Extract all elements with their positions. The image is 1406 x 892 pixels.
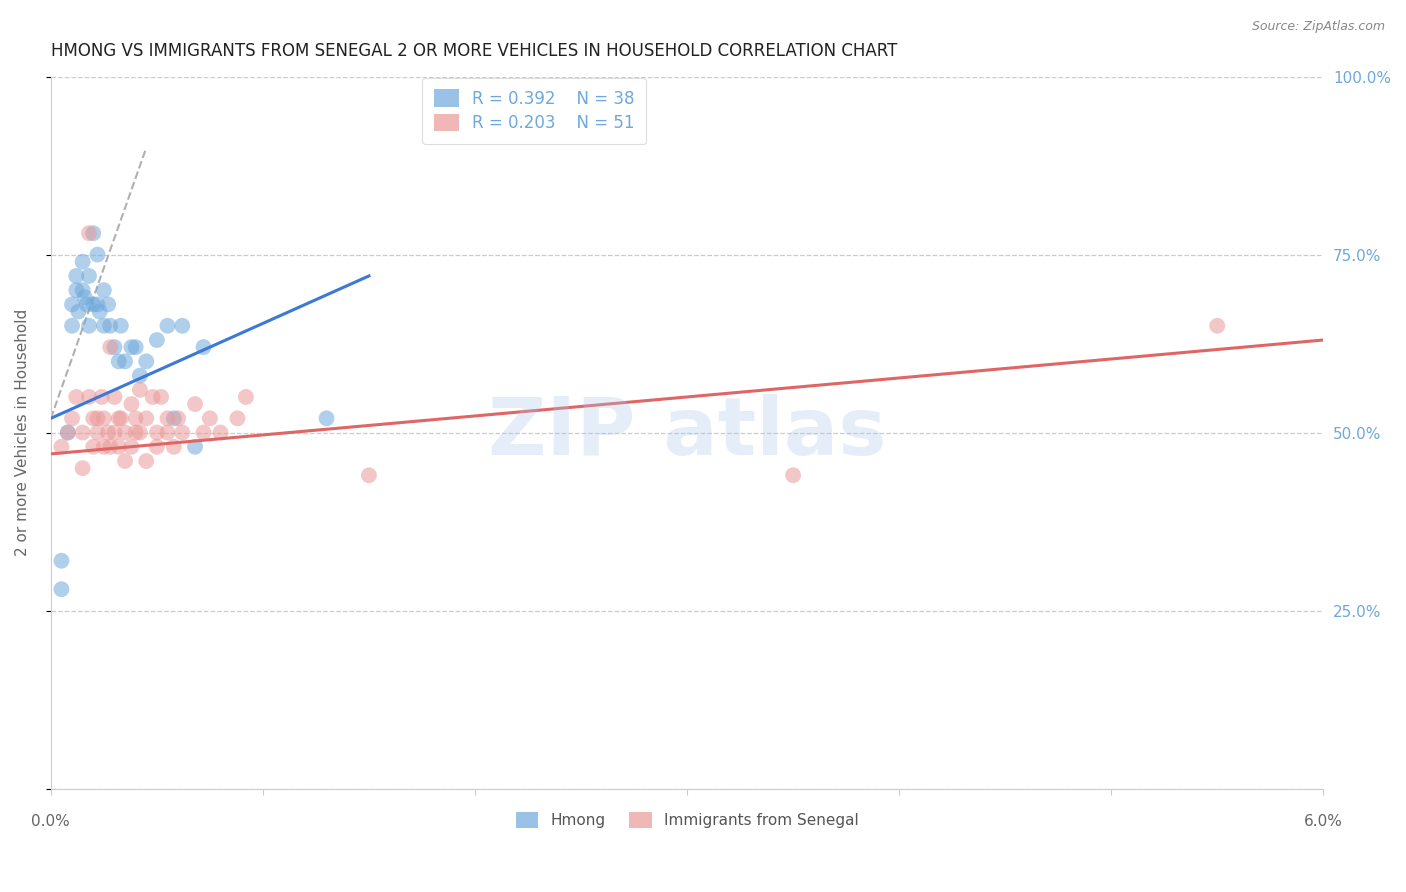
Text: 0.0%: 0.0%	[31, 814, 70, 829]
Point	[98, 340, 121, 354]
Y-axis label: 2 or more Vehicles in Household: 2 or more Vehicles in Household	[15, 309, 30, 557]
Point	[235, 390, 257, 404]
Text: HMONG VS IMMIGRANTS FROM SENEGAL 2 OR MORE VEHICLES IN HOUSEHOLD CORRELATION CHA: HMONG VS IMMIGRANTS FROM SENEGAL 2 OR MO…	[51, 42, 897, 60]
Point	[120, 397, 142, 411]
Point	[193, 340, 215, 354]
Point	[110, 318, 132, 333]
Point	[135, 354, 157, 368]
Point	[114, 454, 136, 468]
Point	[73, 290, 96, 304]
Point	[76, 297, 98, 311]
Point	[146, 333, 169, 347]
Point	[90, 390, 112, 404]
Point	[193, 425, 215, 440]
Point	[86, 247, 108, 261]
Point	[167, 411, 190, 425]
Text: ZIP atlas: ZIP atlas	[488, 393, 886, 472]
Point	[135, 411, 157, 425]
Point	[65, 390, 87, 404]
Point	[60, 411, 83, 425]
Point	[56, 425, 79, 440]
Point	[1206, 318, 1229, 333]
Point	[97, 425, 120, 440]
Point	[146, 425, 169, 440]
Point	[72, 461, 94, 475]
Point	[93, 411, 115, 425]
Point	[98, 318, 121, 333]
Point	[120, 340, 142, 354]
Point	[82, 297, 104, 311]
Point	[110, 411, 132, 425]
Point	[209, 425, 232, 440]
Point	[357, 468, 380, 483]
Point	[86, 297, 108, 311]
Point	[782, 468, 804, 483]
Point	[98, 440, 121, 454]
Point	[142, 390, 165, 404]
Point	[184, 440, 207, 454]
Point	[129, 383, 152, 397]
Point	[82, 440, 104, 454]
Point	[86, 425, 108, 440]
Point	[124, 411, 146, 425]
Point	[60, 297, 83, 311]
Point	[156, 425, 179, 440]
Point	[93, 283, 115, 297]
Point	[226, 411, 249, 425]
Point	[56, 425, 79, 440]
Point	[107, 354, 129, 368]
Point	[77, 226, 100, 240]
Point	[150, 390, 173, 404]
Point	[82, 226, 104, 240]
Point	[103, 390, 125, 404]
Point	[89, 304, 111, 318]
Point	[107, 411, 129, 425]
Point	[51, 582, 73, 597]
Point	[103, 340, 125, 354]
Point	[51, 554, 73, 568]
Point	[146, 440, 169, 454]
Point	[135, 454, 157, 468]
Point	[65, 283, 87, 297]
Point	[97, 297, 120, 311]
Text: Source: ZipAtlas.com: Source: ZipAtlas.com	[1251, 20, 1385, 33]
Point	[114, 354, 136, 368]
Point	[198, 411, 221, 425]
Text: 6.0%: 6.0%	[1303, 814, 1343, 829]
Point	[65, 268, 87, 283]
Point	[77, 390, 100, 404]
Point	[51, 440, 73, 454]
Point	[124, 340, 146, 354]
Point	[156, 318, 179, 333]
Legend: Hmong, Immigrants from Senegal: Hmong, Immigrants from Senegal	[509, 806, 865, 834]
Point	[86, 411, 108, 425]
Point	[72, 283, 94, 297]
Point	[72, 254, 94, 268]
Point	[129, 425, 152, 440]
Point	[184, 397, 207, 411]
Point	[67, 304, 90, 318]
Point	[124, 425, 146, 440]
Point	[103, 425, 125, 440]
Point	[163, 440, 186, 454]
Point	[93, 318, 115, 333]
Point	[82, 411, 104, 425]
Point	[172, 318, 194, 333]
Point	[107, 440, 129, 454]
Point	[163, 411, 186, 425]
Point	[120, 440, 142, 454]
Point	[129, 368, 152, 383]
Point	[72, 425, 94, 440]
Point	[315, 411, 337, 425]
Point	[60, 318, 83, 333]
Point	[156, 411, 179, 425]
Point	[77, 268, 100, 283]
Point	[77, 318, 100, 333]
Point	[93, 440, 115, 454]
Point	[114, 425, 136, 440]
Point	[172, 425, 194, 440]
